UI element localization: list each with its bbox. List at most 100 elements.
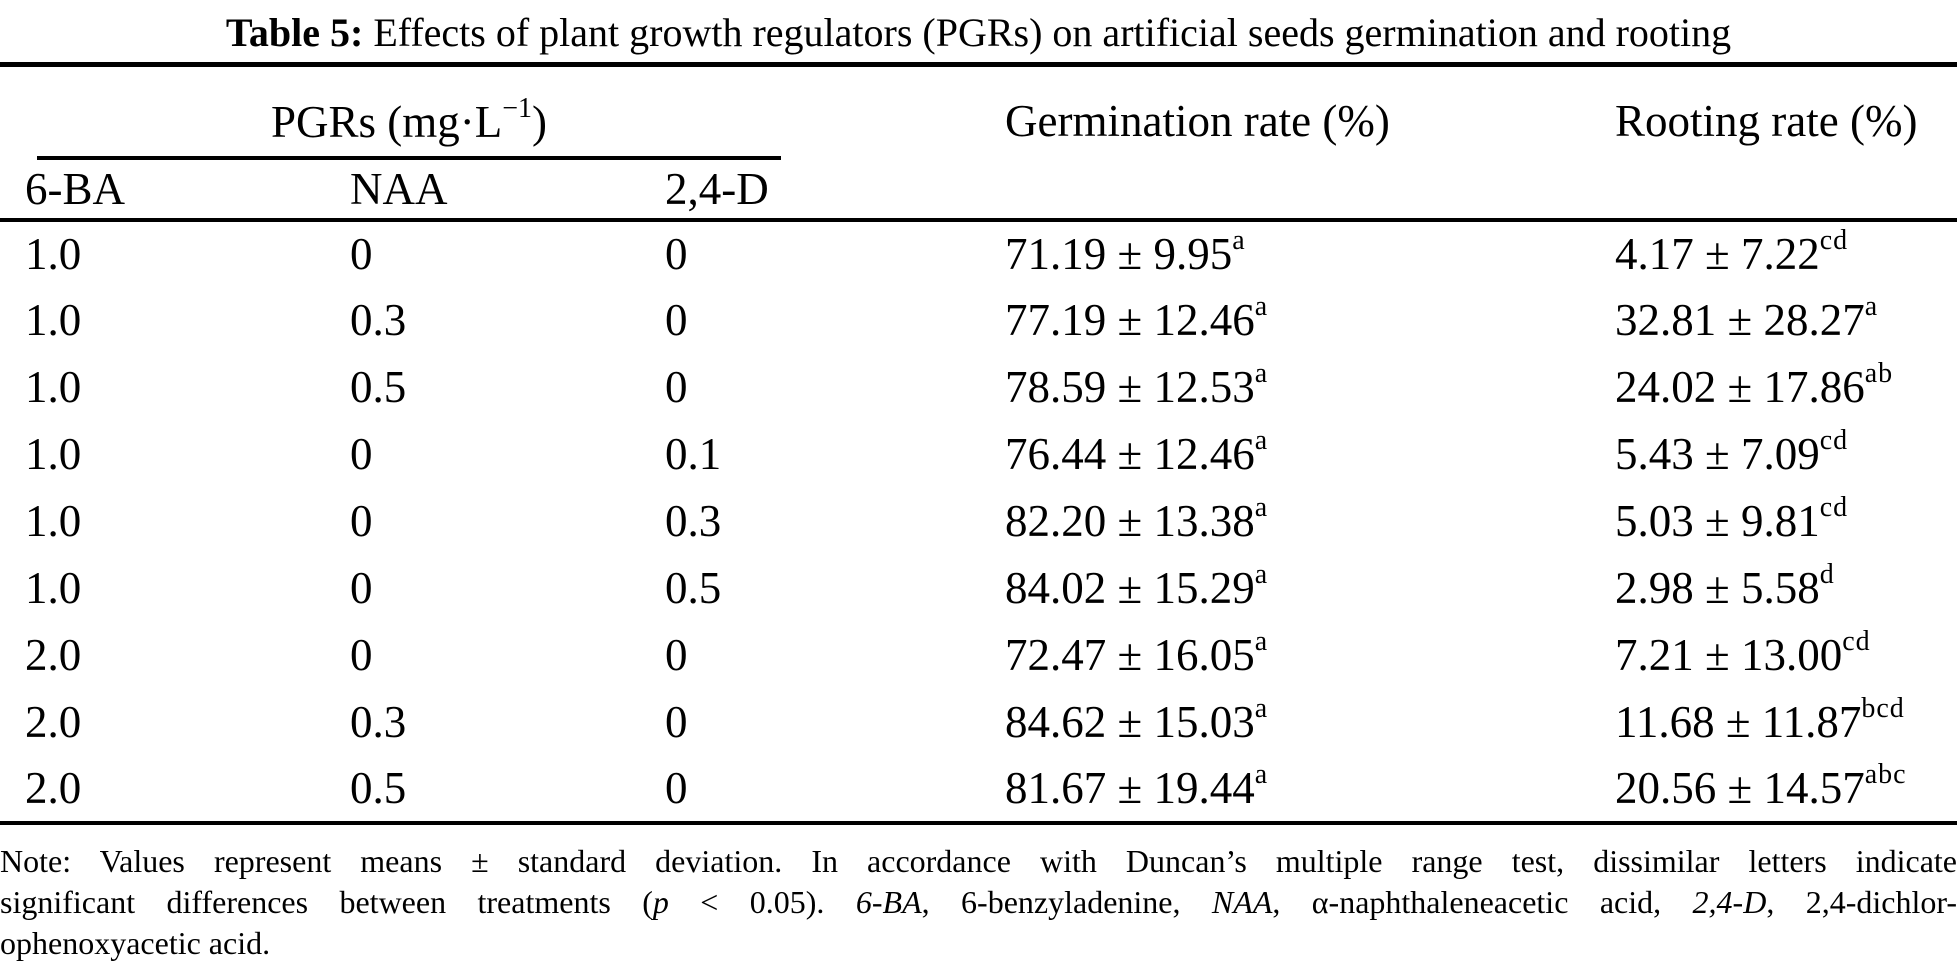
d24-cell: 0: [665, 229, 688, 279]
naa-cell: 0.5: [350, 755, 665, 825]
d24-cell: 0.5: [665, 563, 722, 613]
table-row: 2.0 0 0 72.47 ± 16.05a 7.21 ± 13.00cd: [0, 622, 1957, 689]
germination-cell: 77.19 ± 12.46a: [1005, 287, 1615, 354]
ba-cell: 1.0: [25, 563, 82, 613]
significance-letters: a: [1254, 626, 1269, 657]
note-text: significant differences between treatmen…: [0, 883, 653, 920]
ba-cell: 2.0: [25, 630, 82, 680]
ba-cell: 1.0: [25, 229, 82, 279]
naa-cell: 0: [350, 429, 373, 479]
table-row: 2.0 0.5 0 81.67 ± 19.44a 20.56 ± 14.57ab…: [0, 755, 1957, 825]
significance-letters: a: [1254, 291, 1269, 322]
table-row: 2.0 0.3 0 84.62 ± 15.03a 11.68 ± 11.87bc…: [0, 689, 1957, 756]
rooting-cell: 11.68 ± 11.87bcd: [1615, 689, 1957, 756]
pgr-group-header-cell: PGRs (mg·L−1): [0, 65, 1005, 160]
rooting-rate-header: Rooting rate (%): [1615, 64, 1957, 222]
ba-cell: 1.0: [25, 295, 82, 345]
note-p-italic: p: [652, 883, 669, 920]
rooting-cell: 20.56 ± 14.57abc: [1615, 755, 1957, 825]
germination-value: 82.20 ± 13.38: [1005, 496, 1255, 546]
significance-letters: a: [1232, 225, 1246, 256]
germination-value: 84.62 ± 15.03: [1005, 697, 1255, 747]
rooting-cell: 7.21 ± 13.00cd: [1615, 622, 1957, 689]
table-row: 1.0 0 0.3 82.20 ± 13.38a 5.03 ± 9.81cd: [0, 488, 1957, 555]
rooting-value: 4.17 ± 7.22: [1615, 229, 1820, 279]
d24-cell: 0.1: [665, 429, 722, 479]
note-naa-italic: NAA: [1211, 883, 1273, 920]
ba-cell: 1.0: [25, 496, 82, 546]
rooting-value: 11.68 ± 11.87: [1615, 697, 1862, 747]
ba-cell: 2.0: [25, 697, 82, 747]
note-text: < 0.05).: [668, 883, 856, 920]
germination-value: 78.59 ± 12.53: [1005, 362, 1255, 412]
naa-cell: 0.3: [350, 697, 407, 747]
rooting-cell: 5.43 ± 7.09cd: [1615, 421, 1957, 488]
ba-cell: 2.0: [0, 755, 350, 825]
germination-value: 71.19 ± 9.95: [1005, 229, 1233, 279]
subheader-24d: 2,4-D: [665, 159, 1006, 222]
significance-letters: a: [1864, 291, 1879, 322]
table-caption: Table 5: Effects of plant growth regulato…: [0, 0, 1957, 62]
germination-cell: 78.59 ± 12.53a: [1005, 354, 1615, 421]
rooting-value: 32.81 ± 28.27: [1615, 295, 1865, 345]
germination-cell: 82.20 ± 13.38a: [1005, 488, 1615, 555]
naa-cell: 0: [350, 229, 373, 279]
note-text: , 2,4-dichlor-: [1766, 883, 1957, 920]
pgr-unit-pre: PGRs (mg·L: [270, 96, 503, 147]
d24-cell: 0: [665, 755, 1006, 825]
subheader-row: 6-BA NAA 2,4-D: [0, 159, 1957, 222]
table-row: 1.0 0.3 0 77.19 ± 12.46a 32.81 ± 28.27a: [0, 287, 1957, 354]
naa-cell: 0.5: [350, 362, 407, 412]
significance-letters: a: [1254, 693, 1269, 724]
naa-cell: 0.3: [350, 295, 407, 345]
germination-cell: 84.62 ± 15.03a: [1005, 689, 1615, 756]
table-number-label: Table 5:: [225, 10, 364, 55]
significance-letters: a: [1254, 425, 1269, 456]
significance-letters: cd: [1819, 492, 1849, 523]
note-text: , α-naphthaleneacetic acid,: [1272, 883, 1693, 920]
germination-cell: 76.44 ± 12.46a: [1005, 421, 1615, 488]
d24-cell: 0.3: [665, 496, 722, 546]
significance-letters: cd: [1819, 425, 1849, 456]
rooting-value: 5.43 ± 7.09: [1615, 429, 1820, 479]
germination-value: 81.67 ± 19.44: [1005, 763, 1255, 813]
significance-letters: a: [1254, 492, 1269, 523]
rooting-cell: 24.02 ± 17.86ab: [1615, 354, 1957, 421]
d24-cell: 0: [665, 295, 688, 345]
rooting-value: 5.03 ± 9.81: [1615, 496, 1820, 546]
rooting-cell: 2.98 ± 5.58d: [1615, 555, 1957, 622]
significance-letters: ab: [1864, 358, 1894, 389]
significance-letters: d: [1819, 559, 1835, 590]
ba-cell: 1.0: [25, 429, 82, 479]
rooting-value: 2.98 ± 5.58: [1615, 563, 1820, 613]
germination-value: 84.02 ± 15.29: [1005, 563, 1255, 613]
significance-letters: a: [1254, 559, 1269, 590]
germination-rate-header: Germination rate (%): [1005, 64, 1616, 222]
subheader-naa: NAA: [350, 159, 665, 222]
rooting-cell: 5.03 ± 9.81cd: [1615, 488, 1957, 555]
germination-cell: 84.02 ± 15.29a: [1005, 555, 1615, 622]
d24-cell: 0: [665, 362, 688, 412]
note-line-3: ophenoxyacetic acid.: [0, 924, 271, 961]
table-row: 1.0 0.5 0 78.59 ± 12.53a 24.02 ± 17.86ab: [0, 354, 1957, 421]
pgr-group-header: PGRs (mg·L−1): [37, 94, 781, 160]
germination-value: 77.19 ± 12.46: [1005, 295, 1255, 345]
rooting-cell: 4.17 ± 7.22cd: [1615, 220, 1957, 287]
note-text: , 6-benzyladenine,: [921, 883, 1212, 920]
significance-letters: bcd: [1861, 693, 1905, 724]
table-note: Note: Values represent means ± standard …: [0, 841, 1957, 964]
germination-cell: 71.19 ± 9.95a: [1005, 220, 1615, 287]
subheader-6ba: 6-BA: [0, 159, 350, 222]
germination-cell: 81.67 ± 19.44a: [1005, 755, 1616, 825]
significance-letters: abc: [1864, 759, 1907, 790]
naa-cell: 0: [350, 496, 373, 546]
germination-cell: 72.47 ± 16.05a: [1005, 622, 1615, 689]
d24-cell: 0: [665, 630, 688, 680]
rooting-cell: 32.81 ± 28.27a: [1615, 287, 1957, 354]
ba-cell: 1.0: [25, 362, 82, 412]
pgr-effects-table: PGRs (mg·L−1) Germination rate (%) Rooti…: [0, 62, 1957, 825]
note-line-1: Note: Values represent means ± standard …: [0, 842, 1957, 879]
naa-cell: 0: [350, 630, 373, 680]
d24-cell: 0: [665, 697, 688, 747]
